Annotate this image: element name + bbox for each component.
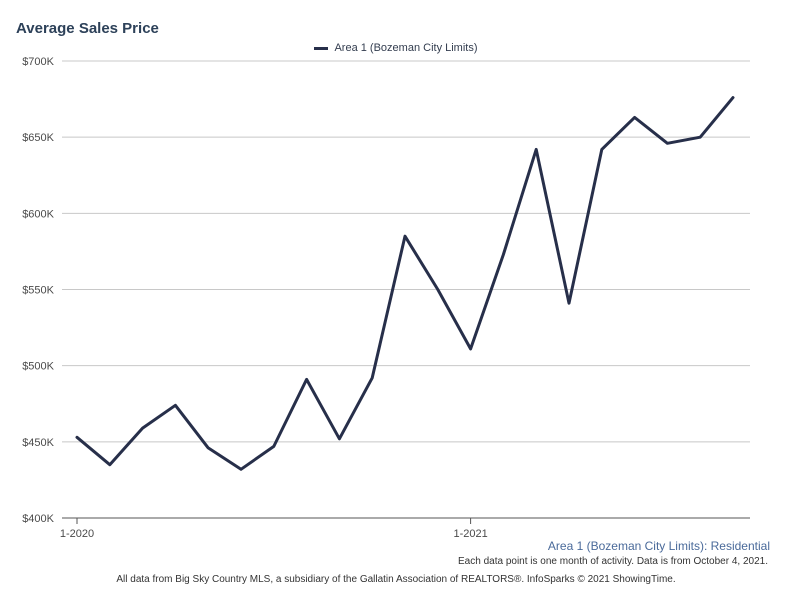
- legend-label: Area 1 (Bozeman City Limits): [334, 42, 478, 54]
- data-point[interactable]: [236, 464, 246, 474]
- data-point[interactable]: [269, 441, 279, 451]
- data-point[interactable]: [498, 249, 508, 259]
- x-tick-label: 1-2021: [453, 528, 487, 540]
- data-point[interactable]: [597, 144, 607, 154]
- data-point[interactable]: [695, 132, 705, 142]
- data-point[interactable]: [662, 138, 672, 148]
- data-point[interactable]: [203, 443, 213, 453]
- gridlines: [62, 60, 750, 519]
- y-tick-label: $500K: [22, 361, 54, 373]
- data-point[interactable]: [170, 400, 180, 410]
- footer-credit: All data from Big Sky Country MLS, a sub…: [116, 574, 676, 585]
- data-point[interactable]: [728, 93, 738, 103]
- data-point[interactable]: [138, 423, 148, 433]
- legend[interactable]: Area 1 (Bozeman City Limits): [0, 42, 792, 54]
- series-line[interactable]: [75, 96, 735, 471]
- x-tick-label: 1-2020: [60, 528, 94, 540]
- data-point[interactable]: [334, 434, 344, 444]
- y-tick-label: $450K: [22, 437, 54, 449]
- x-axis-ticks: 1-2020 1-2021: [60, 518, 488, 540]
- data-points: [72, 93, 738, 475]
- data-point[interactable]: [400, 231, 410, 241]
- y-tick-label: $400K: [22, 513, 54, 525]
- y-axis-ticks: $700K $650K $600K $550K $500K $450K $400K: [22, 56, 54, 525]
- data-note: Each data point is one month of activity…: [458, 556, 768, 567]
- data-point[interactable]: [630, 112, 640, 122]
- y-tick-label: $600K: [22, 208, 54, 220]
- data-point[interactable]: [367, 373, 377, 383]
- y-tick-label: $650K: [22, 132, 54, 144]
- data-point[interactable]: [302, 374, 312, 384]
- data-point[interactable]: [72, 432, 82, 442]
- data-point[interactable]: [531, 144, 541, 154]
- data-point[interactable]: [433, 285, 443, 295]
- y-tick-label: $550K: [22, 285, 54, 297]
- chart-title: Average Sales Price: [16, 20, 159, 37]
- data-point[interactable]: [105, 460, 115, 470]
- data-point[interactable]: [564, 298, 574, 308]
- legend-swatch: [314, 46, 329, 50]
- y-tick-label: $700K: [22, 56, 54, 68]
- data-point[interactable]: [466, 344, 476, 354]
- chart-subtitle: Area 1 (Bozeman City Limits): Residentia…: [547, 539, 770, 553]
